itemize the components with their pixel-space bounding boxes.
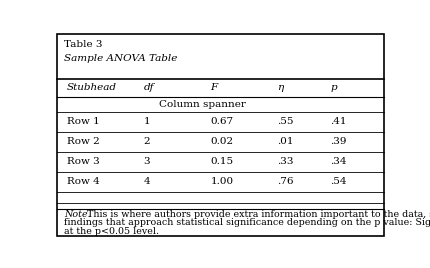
Text: .54: .54 bbox=[330, 177, 347, 186]
Text: This is where authors provide extra information important to the data, such as: This is where authors provide extra info… bbox=[84, 210, 430, 219]
Text: Table 3: Table 3 bbox=[64, 40, 102, 49]
Text: Row 3: Row 3 bbox=[67, 157, 100, 166]
Text: Column spanner: Column spanner bbox=[159, 100, 246, 109]
Text: Row 1: Row 1 bbox=[67, 117, 100, 126]
Text: Row 4: Row 4 bbox=[67, 177, 100, 186]
Text: Stubhead: Stubhead bbox=[67, 83, 117, 92]
Text: at the p<0.05 level.: at the p<0.05 level. bbox=[64, 226, 159, 236]
Text: .33: .33 bbox=[277, 157, 294, 166]
Text: .34: .34 bbox=[330, 157, 347, 166]
Text: .01: .01 bbox=[277, 137, 294, 146]
Text: .55: .55 bbox=[277, 117, 294, 126]
Text: p: p bbox=[330, 83, 337, 92]
Text: η: η bbox=[277, 83, 283, 92]
Text: 0.02: 0.02 bbox=[210, 137, 233, 146]
Text: 1.00: 1.00 bbox=[210, 177, 233, 186]
Text: .39: .39 bbox=[330, 137, 347, 146]
Text: 1: 1 bbox=[144, 117, 150, 126]
Text: Row 2: Row 2 bbox=[67, 137, 100, 146]
Text: Note.: Note. bbox=[64, 210, 90, 219]
Text: findings that approach statistical significance depending on the p value: Signif: findings that approach statistical signi… bbox=[64, 218, 430, 227]
Text: .41: .41 bbox=[330, 117, 347, 126]
Text: df: df bbox=[144, 83, 154, 92]
Text: 2: 2 bbox=[144, 137, 150, 146]
Text: 3: 3 bbox=[144, 157, 150, 166]
Text: F: F bbox=[210, 83, 218, 92]
Text: 4: 4 bbox=[144, 177, 150, 186]
Text: 0.15: 0.15 bbox=[210, 157, 233, 166]
Text: Sample ANOVA Table: Sample ANOVA Table bbox=[64, 54, 177, 63]
Text: .76: .76 bbox=[277, 177, 294, 186]
Text: 0.67: 0.67 bbox=[210, 117, 233, 126]
